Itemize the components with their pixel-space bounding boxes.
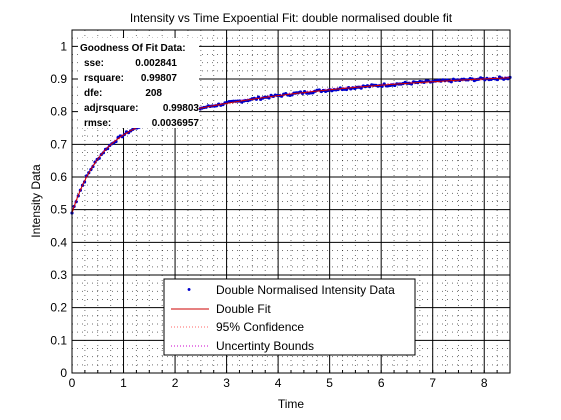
x-tick-label: 1 [120,376,127,390]
x-tick-label: 7 [429,376,436,390]
stats-label: sse: [84,58,104,69]
tick-labels: 0 1 2 3 4 5 6 7 8 0 0.1 0.2 0.3 0.4 0.5 0.6 0.7 0.8 0.9 1 [50,39,488,390]
legend-item-data: • Double Normalised Intensity Data [187,283,395,297]
y-axis-label: Intensity Data [29,164,43,238]
stats-value: 0.0036957 [152,118,200,129]
y-tick-label: 0.2 [50,301,67,315]
x-tick-label: 6 [378,376,385,390]
legend-label: Double Fit [216,302,271,316]
legend-label: Uncertinty Bounds [216,339,314,353]
stats-label: dfe: [84,88,102,99]
stats-value: 0.002841 [135,58,177,69]
ticks [71,370,511,373]
y-tick-label: 1 [60,39,67,53]
legend: • Double Normalised Intensity Data Doubl… [163,278,416,356]
y-tick-label: 0.6 [50,170,67,184]
y-tick-label: 0.3 [50,268,67,282]
y-tick-label: 0.4 [50,235,67,249]
stats-title: Goodness Of Fit Data: [80,43,186,54]
x-tick-label: 5 [326,376,333,390]
x-tick-label: 8 [481,376,488,390]
stats-label: adjrsquare: [84,103,138,114]
stats-value: 208 [145,88,162,99]
y-tick-label: 0.7 [50,137,67,151]
legend-label: 95% Confidence [216,320,304,334]
x-tick-label: 2 [172,376,179,390]
stats-value: 0.99807 [141,73,178,84]
legend-item-fit: Double Fit [171,302,271,316]
x-tick-label: 3 [223,376,230,390]
data-point [106,146,110,151]
legend-item-confidence: 95% Confidence [171,320,304,334]
y-tick-label: 0.9 [50,72,67,86]
y-tick-label: 0.8 [50,105,67,119]
legend-item-bounds: Uncertinty Bounds [171,339,314,353]
x-tick-label: 0 [69,376,76,390]
goodness-of-fit-box: Goodness Of Fit Data: sse: 0.002841 rsqu… [78,38,199,129]
legend-label: Double Normalised Intensity Data [216,283,395,297]
stats-label: rmse: [84,118,111,129]
stats-label: rsquare: [84,73,124,84]
legend-marker-dot-icon: • [187,284,191,296]
x-axis-label: Time [278,397,305,411]
chart-title: Intensity vs Time Expoential Fit: double… [130,11,453,25]
y-tick-label: 0.1 [50,333,67,347]
y-tick-label: 0 [60,366,67,380]
x-tick-label: 4 [275,376,282,390]
y-tick-label: 0.5 [50,203,67,217]
stats-value: 0.99803 [163,103,200,114]
